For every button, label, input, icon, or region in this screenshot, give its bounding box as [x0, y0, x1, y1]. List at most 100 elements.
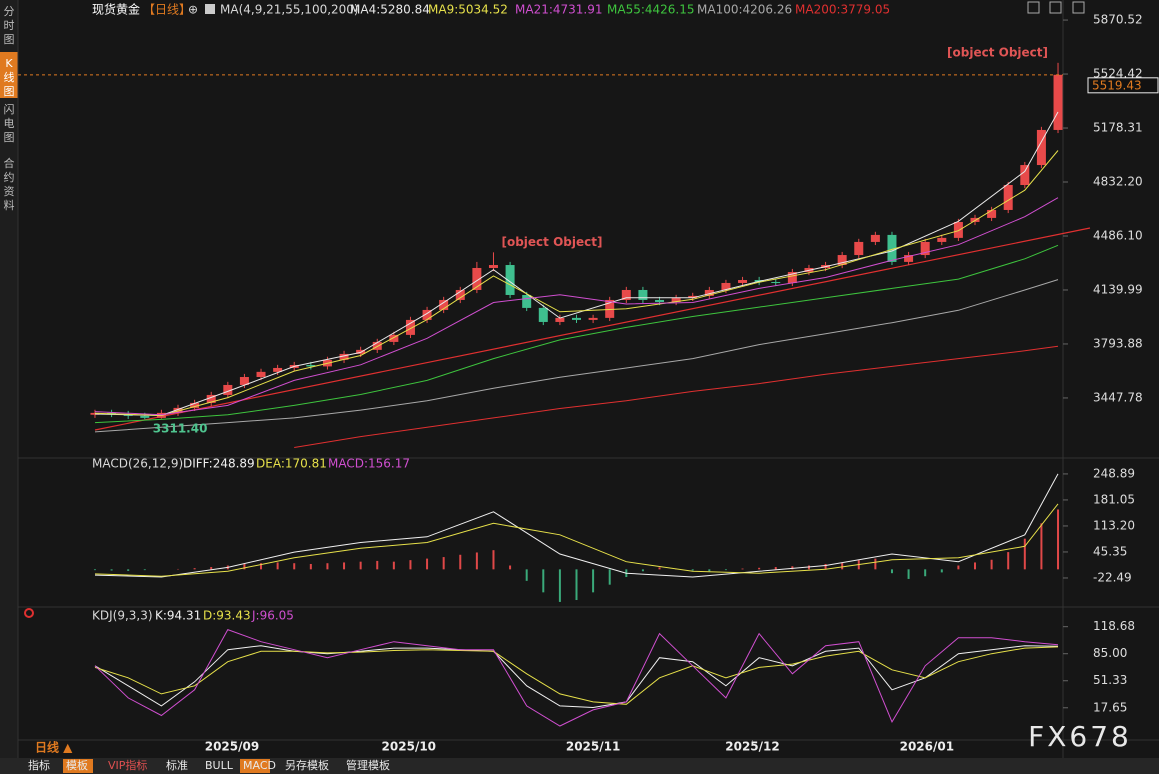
candle-body — [837, 255, 847, 266]
macd-bar — [691, 569, 694, 571]
indicator-line — [94, 111, 1059, 417]
ma-icon — [205, 4, 215, 14]
candle-body — [937, 237, 947, 242]
window-button[interactable] — [1049, 1, 1062, 14]
legend-entry: MA21:4731.91 — [515, 3, 603, 17]
candle-body — [90, 412, 100, 415]
indicator-line — [94, 645, 1059, 709]
macd-bar — [376, 560, 379, 570]
macd-bar — [641, 569, 644, 572]
current-price-label: 5519.43 — [1092, 78, 1142, 92]
x-tick-label: 2025/10 — [382, 740, 436, 754]
sidebar-tab[interactable]: 闪 — [4, 102, 15, 116]
y-tick-label: 5524.42 — [1093, 67, 1143, 81]
period[interactable]: 【日线】 — [143, 3, 191, 17]
candle-body — [721, 282, 731, 290]
macd-bar — [758, 567, 761, 570]
toolbar-tab[interactable]: 管理模板 — [346, 758, 390, 772]
candle-body — [405, 319, 415, 335]
toolbar-tab[interactable]: VIP指标 — [108, 758, 147, 772]
candle-body — [190, 402, 200, 408]
y-tick-label: 248.89 — [1093, 466, 1135, 480]
sidebar-tab[interactable]: 图 — [4, 85, 15, 98]
legend-entry: MA200:3779.05 — [795, 3, 890, 17]
trend-line — [94, 227, 1091, 431]
macd-bar — [824, 563, 827, 570]
legend-entry: DIFF:248.89 — [183, 457, 255, 471]
sidebar-tab[interactable]: 料 — [4, 198, 15, 212]
candle-body — [273, 367, 283, 372]
x-tick-label: 2025/12 — [725, 740, 779, 754]
macd-bar — [475, 552, 478, 570]
macd-bar — [724, 569, 727, 571]
macd-bar — [243, 563, 246, 570]
sidebar-tab[interactable]: 线 — [4, 70, 15, 84]
y-tick-label: 118.68 — [1093, 619, 1135, 633]
y-tick-label: 5870.52 — [1093, 13, 1143, 27]
sidebar-tab[interactable]: 图 — [4, 33, 15, 46]
candle-body — [1003, 185, 1013, 210]
sidebar-tab[interactable]: 分 — [4, 5, 15, 18]
toolbar-tab[interactable]: 标准 — [166, 758, 188, 772]
macd-bar — [890, 569, 893, 574]
window-button[interactable] — [1072, 1, 1085, 14]
legend-entry: K:94.31 — [155, 609, 201, 623]
candle-body — [688, 295, 698, 298]
macd-bar — [1023, 538, 1026, 570]
macd-bar — [592, 569, 595, 593]
macd-bar — [924, 569, 927, 577]
panel-title: MACD(26,12,9) — [92, 457, 183, 471]
candle-body — [472, 267, 482, 290]
legend-entry: MACD:156.17 — [328, 457, 410, 471]
toolbar-tab[interactable]: BULL — [205, 759, 234, 772]
macd-bar — [525, 569, 528, 581]
price-annotation: 3311.40 — [153, 422, 208, 436]
price-annotation: [object Object] — [501, 235, 602, 249]
macd-bar — [708, 569, 711, 572]
panel-title: KDJ(9,3,3) — [92, 609, 153, 623]
macd-bar — [841, 562, 844, 570]
macd-bar — [459, 554, 462, 570]
candle-body — [920, 241, 930, 256]
indicator-line — [294, 345, 1059, 448]
toolbar-tab[interactable]: 指标 — [28, 758, 50, 772]
candle-body — [738, 279, 748, 283]
legend-entry: MA9:5034.52 — [428, 3, 508, 17]
macd-bar — [426, 558, 429, 570]
period-label[interactable]: 日线 ▲ — [35, 740, 73, 755]
toolbar-tab[interactable]: MACD — [243, 759, 276, 772]
sidebar-active — [0, 52, 18, 98]
macd-bar — [210, 567, 213, 570]
y-tick-label: 3793.88 — [1093, 336, 1143, 350]
legend-entry: DEA:170.81 — [256, 457, 327, 471]
watermark: FX678 — [1028, 720, 1132, 753]
macd-bar — [509, 565, 512, 570]
window-button[interactable] — [1027, 1, 1040, 14]
kdj-marker[interactable] — [24, 608, 34, 618]
indicator-line — [94, 279, 1059, 433]
add-icon[interactable]: ⊕ — [188, 3, 198, 17]
toolbar-tab[interactable]: 另存模板 — [285, 758, 329, 772]
sidebar-tab[interactable]: K — [5, 57, 13, 70]
sidebar-tab[interactable]: 约 — [4, 171, 15, 184]
candle-body — [522, 294, 532, 308]
candle-body — [488, 265, 498, 268]
toolbar — [0, 758, 1159, 774]
sidebar-tab[interactable]: 资 — [4, 185, 15, 198]
candle-body — [787, 272, 797, 283]
y-tick-label: 113.20 — [1093, 518, 1135, 532]
sidebar-tab[interactable]: 电 — [4, 117, 15, 130]
legend-entry: MA4:5280.84 — [350, 3, 430, 17]
toolbar-tab-active — [240, 759, 270, 773]
candle-body — [970, 217, 980, 222]
candle-body — [1020, 165, 1030, 186]
macd-bar — [608, 569, 611, 585]
candle-body — [887, 234, 897, 262]
sidebar-tab[interactable]: 图 — [4, 131, 15, 144]
candle-body — [239, 377, 249, 385]
candle-body — [422, 309, 432, 320]
toolbar-tab[interactable]: 模板 — [66, 758, 88, 772]
sidebar-tab[interactable]: 合 — [4, 156, 15, 170]
sidebar-tab[interactable]: 时 — [4, 19, 15, 32]
